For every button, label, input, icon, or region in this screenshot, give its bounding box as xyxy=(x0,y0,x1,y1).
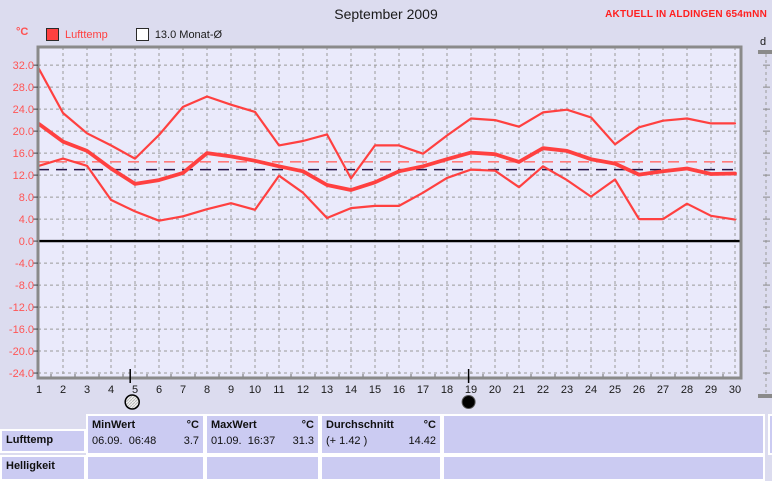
x-tick-label: 26 xyxy=(633,384,645,396)
y-tick-label: -12.0 xyxy=(9,302,34,314)
monat-avg-label: 13.0 Monat-Ø xyxy=(154,28,223,41)
y-tick-label: -4.0 xyxy=(15,258,34,270)
empty-summary-cell xyxy=(442,414,765,455)
durchschnitt-value: 14.42 xyxy=(408,435,436,447)
maxwert-cell: MaxWert °C 01.09. 16:37 31.3 xyxy=(205,414,320,455)
x-tick-label: 13 xyxy=(321,384,333,396)
minwert-timestamp: 06.09. 06:48 xyxy=(92,435,157,447)
x-tick-label: 24 xyxy=(585,384,597,396)
x-tick-label: 27 xyxy=(657,384,669,396)
durchschnitt-header: Durchschnitt xyxy=(326,419,394,431)
x-tick-label: 2 xyxy=(60,384,66,396)
plot-area xyxy=(38,47,741,378)
x-tick-label: 3 xyxy=(84,384,90,396)
y-tick-label: 20.0 xyxy=(13,126,34,138)
table-row-label-lufttemp[interactable]: Lufttemp xyxy=(0,429,86,453)
moon-marker-open-icon xyxy=(124,394,140,410)
x-tick-label: 20 xyxy=(489,384,501,396)
y-tick-label: -8.0 xyxy=(15,280,34,292)
adjacent-panel-label: d xyxy=(760,36,767,48)
y-tick-label: -24.0 xyxy=(9,368,34,380)
x-tick-label: 5 xyxy=(132,384,138,396)
lufttemp-legend-label: Lufttemp xyxy=(65,28,108,41)
y-tick-label: 32.0 xyxy=(13,60,34,72)
y-axis-unit-label: °C xyxy=(16,26,29,38)
moon-marker-filled-icon xyxy=(461,395,476,409)
y-tick-label: 4.0 xyxy=(19,214,34,226)
y-tick-label: -20.0 xyxy=(9,346,34,358)
y-tick-label: 12.0 xyxy=(13,170,34,182)
maxwert-unit: °C xyxy=(301,419,314,431)
y-tick-label: -16.0 xyxy=(9,324,34,336)
x-tick-label: 7 xyxy=(180,384,186,396)
x-tick-label: 25 xyxy=(609,384,621,396)
weather-app-window: { "header": { "title": "September 2009",… xyxy=(0,6,772,481)
clipped-cell xyxy=(205,455,320,481)
y-tick-label: 24.0 xyxy=(13,104,34,116)
y-tick-label: 16.0 xyxy=(13,148,34,160)
clipped-cell xyxy=(442,455,765,481)
adjacent-panel-top-border xyxy=(758,50,772,54)
adjacent-panel-bottom-border xyxy=(758,394,772,398)
y-tick-label: 8.0 xyxy=(19,192,34,204)
station-note: AKTUELL IN ALDINGEN 654mNN xyxy=(605,9,767,20)
minwert-unit: °C xyxy=(186,419,199,431)
x-tick-label: 23 xyxy=(561,384,573,396)
durchschnitt-cell: Durchschnitt °C (+ 1.42 ) 14.42 xyxy=(320,414,442,455)
y-tick-label: 28.0 xyxy=(13,82,34,94)
plot-border xyxy=(36,45,743,380)
y-tick-label: 0.0 xyxy=(19,236,34,248)
maxwert-header: MaxWert xyxy=(211,419,257,431)
durchschnitt-unit: °C xyxy=(423,419,436,431)
x-tick-label: 11 xyxy=(273,384,284,396)
x-tick-label: 18 xyxy=(441,384,453,396)
series-daily_max-line xyxy=(37,67,737,180)
x-tick-label: 12 xyxy=(297,384,309,396)
page-title: September 2009 xyxy=(334,6,438,22)
adjacent-panel-cell-fragment xyxy=(768,414,772,455)
series-daily_mean-line xyxy=(37,122,737,192)
durchschnitt-deviation: (+ 1.42 ) xyxy=(326,435,368,447)
minwert-header: MinWert xyxy=(92,419,136,431)
x-tick-label: 10 xyxy=(249,384,261,396)
clipped-cell xyxy=(320,455,442,481)
x-tick-label: 8 xyxy=(204,384,210,396)
maxwert-timestamp: 01.09. 16:37 xyxy=(211,435,276,447)
x-tick-label: 19 xyxy=(465,384,477,396)
x-tick-label: 1 xyxy=(36,384,42,396)
minwert-value: 3.7 xyxy=(183,435,199,447)
chart-legend: Lufttemp 13.0 Monat-Ø xyxy=(46,28,222,41)
lufttemp-legend-swatch[interactable] xyxy=(46,28,59,41)
x-tick-label: 14 xyxy=(345,384,357,396)
x-tick-label: 30 xyxy=(729,384,741,396)
x-tick-label: 28 xyxy=(681,384,693,396)
x-tick-label: 15 xyxy=(369,384,381,396)
minwert-cell: MinWert °C 06.09. 06:48 3.7 xyxy=(86,414,205,455)
monat-avg-checkbox[interactable] xyxy=(135,28,149,41)
x-tick-label: 22 xyxy=(537,384,549,396)
maxwert-value: 31.3 xyxy=(292,435,314,447)
x-tick-label: 21 xyxy=(513,384,525,396)
x-tick-label: 29 xyxy=(705,384,717,396)
series-daily_min-line xyxy=(37,157,737,222)
row-label-text: Helligkeit xyxy=(6,460,55,472)
temperature-chart: 32.0 28.0 24.0 20.0 16.0 12.0 8.0 4.0 0.0 -4.0 -8.… xyxy=(9,45,772,410)
x-tick-label: 6 xyxy=(156,384,162,396)
table-row-label-helligkeit[interactable]: Helligkeit xyxy=(0,455,86,481)
x-tick-label: 4 xyxy=(108,384,114,396)
x-tick-label: 17 xyxy=(417,384,429,396)
x-tick-label: 9 xyxy=(228,384,234,396)
row-label-text: Lufttemp xyxy=(6,434,54,446)
x-tick-label: 16 xyxy=(393,384,405,396)
clipped-cell xyxy=(86,455,205,481)
